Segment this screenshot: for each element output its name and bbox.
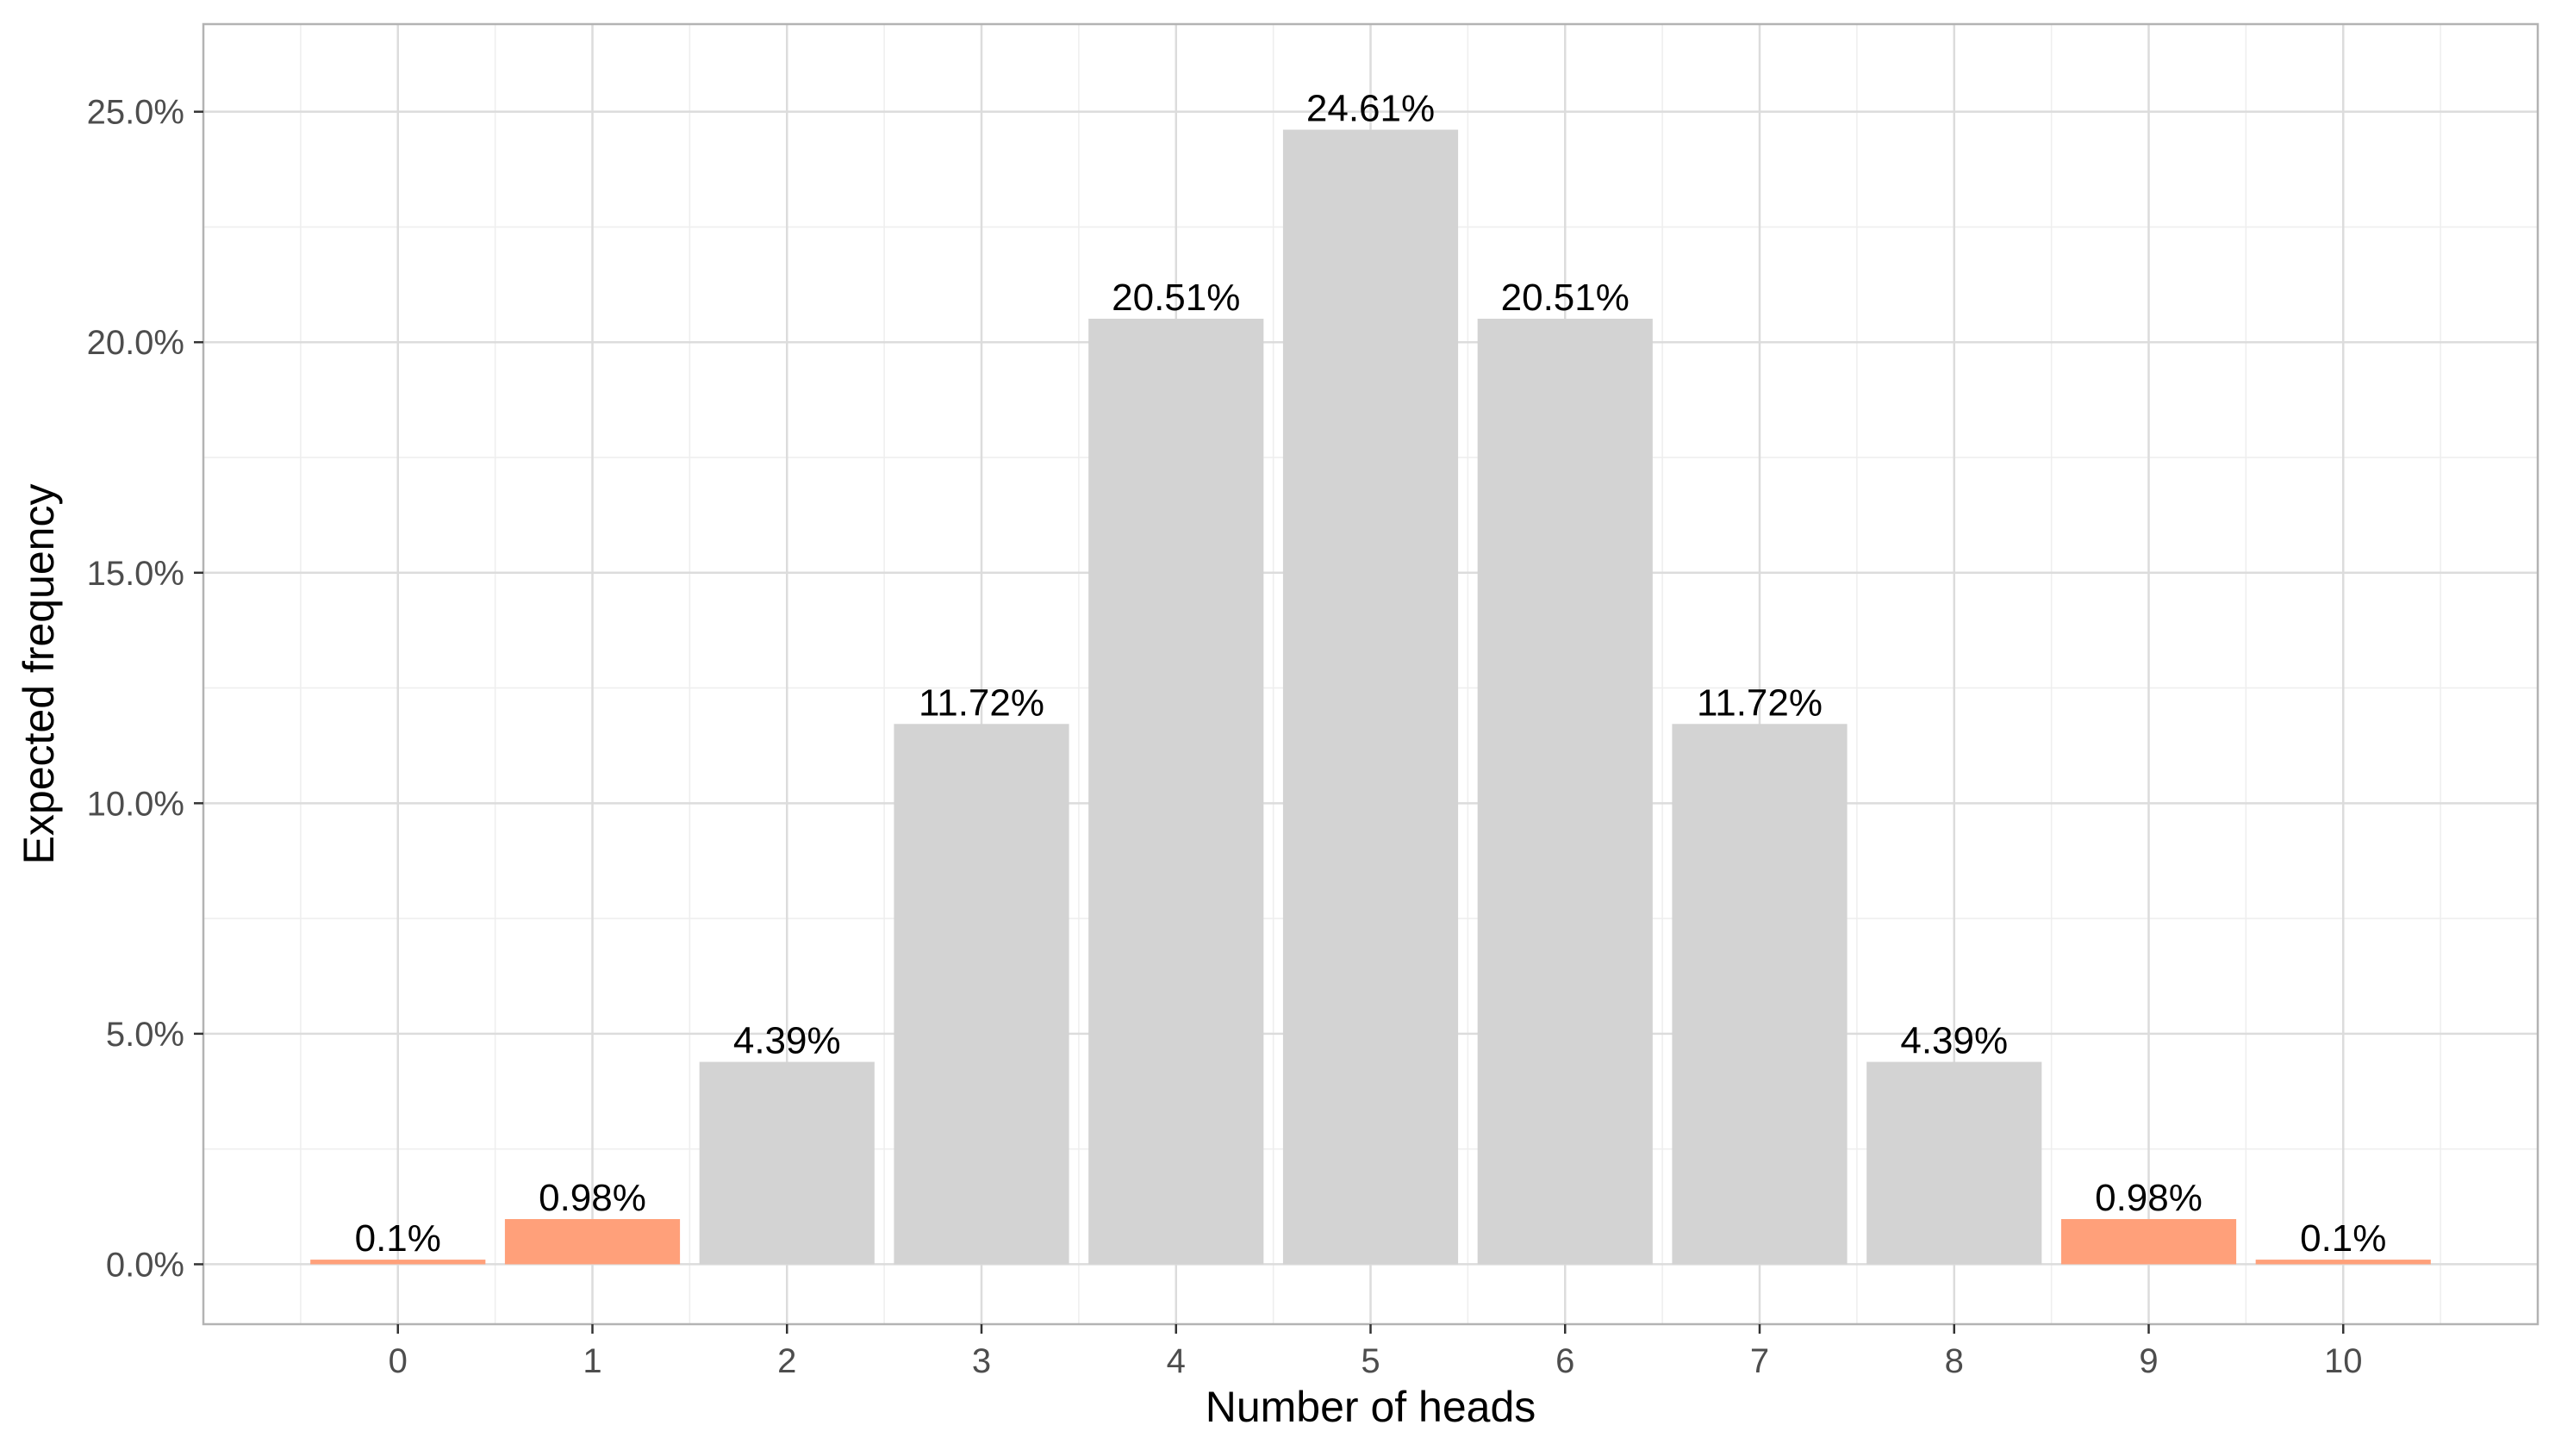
- bar-3: [894, 724, 1069, 1265]
- bar-2: [699, 1061, 875, 1265]
- x-tick-label: 9: [2139, 1342, 2158, 1380]
- bar-9: [2060, 1218, 2237, 1265]
- bar-6: [1477, 318, 1653, 1265]
- y-tick-label: 5.0%: [106, 1016, 184, 1054]
- data-label-3: 11.72%: [919, 681, 1044, 724]
- y-tick-label: 15.0%: [87, 555, 184, 593]
- x-tick-label: 2: [777, 1342, 796, 1380]
- data-label-6: 20.51%: [1501, 277, 1630, 319]
- x-axis: 0 1 2 3 4 5 6 7 8 9 10: [389, 1324, 2363, 1380]
- y-axis-title: Expected frequency: [15, 484, 63, 865]
- x-tick-label: 8: [1945, 1342, 1964, 1380]
- data-label-0: 0.1%: [355, 1217, 441, 1260]
- data-label-7: 11.72%: [1697, 681, 1823, 724]
- bar-10: [2255, 1260, 2431, 1265]
- data-label-5: 24.61%: [1306, 88, 1435, 130]
- bar-7: [1672, 724, 1848, 1265]
- data-label-4: 20.51%: [1112, 277, 1240, 319]
- x-tick-label: 10: [2324, 1342, 2363, 1380]
- bar-8: [1866, 1061, 2042, 1265]
- bars: [310, 129, 2431, 1265]
- y-tick-label: 10.0%: [87, 785, 184, 823]
- bar-1: [504, 1218, 681, 1265]
- x-tick-label: 6: [1555, 1342, 1574, 1380]
- y-axis: 0.0% 5.0% 10.0% 15.0% 20.0% 25.0%: [87, 94, 203, 1284]
- data-label-1: 0.98%: [539, 1177, 646, 1219]
- x-tick-label: 1: [583, 1342, 601, 1380]
- x-tick-label: 4: [1167, 1342, 1186, 1380]
- data-label-10: 0.1%: [2300, 1217, 2386, 1260]
- x-axis-title: Number of heads: [1206, 1383, 1536, 1431]
- bar-5: [1282, 129, 1459, 1265]
- y-tick-label: 25.0%: [87, 94, 184, 132]
- x-tick-label: 7: [1750, 1342, 1769, 1380]
- bar-0: [310, 1260, 486, 1265]
- bar-4: [1088, 318, 1264, 1265]
- y-tick-label: 0.0%: [106, 1246, 184, 1284]
- x-tick-label: 0: [389, 1342, 408, 1380]
- data-label-2: 4.39%: [733, 1020, 841, 1062]
- data-labels: 0.1% 0.98% 4.39% 11.72% 20.51% 24.61% 20.51% 11…: [355, 88, 2387, 1260]
- y-tick-label: 20.0%: [87, 324, 184, 362]
- x-tick-label: 5: [1361, 1342, 1380, 1380]
- data-label-9: 0.98%: [2095, 1177, 2203, 1219]
- data-label-8: 4.39%: [1900, 1020, 2008, 1062]
- x-tick-label: 3: [972, 1342, 991, 1380]
